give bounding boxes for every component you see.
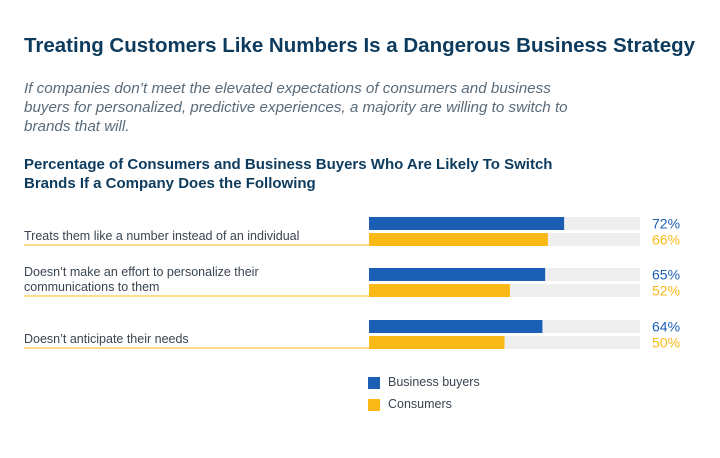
bar-consumers <box>369 336 505 349</box>
bar-consumers <box>369 233 548 246</box>
category-label: Doesn’t make an effort to personalize th… <box>24 265 259 294</box>
chart-title: Percentage of Consumers and Business Buy… <box>24 156 553 192</box>
data-label: 65% <box>652 267 680 283</box>
legend-label-consumers: Consumers <box>388 397 452 411</box>
data-label: 52% <box>652 283 680 299</box>
data-label: 72% <box>652 216 680 232</box>
data-label: 66% <box>652 232 680 248</box>
bar-business-buyers <box>369 268 546 281</box>
page-subtitle: If companies don’t meet the elevated exp… <box>24 80 568 135</box>
bar-business-buyers <box>369 217 565 230</box>
legend-swatch-consumers <box>368 399 380 411</box>
legend-label-business-buyers: Business buyers <box>388 375 480 389</box>
bar-business-buyers <box>369 320 543 333</box>
category-label: Doesn’t anticipate their needs <box>24 332 189 346</box>
bar-consumers <box>369 284 510 297</box>
data-label: 64% <box>652 319 680 335</box>
page-title: Treating Customers Like Numbers Is a Dan… <box>24 34 696 57</box>
data-label: 50% <box>652 335 680 351</box>
legend-swatch-business-buyers <box>368 377 380 389</box>
category-label: Treats them like a number instead of an … <box>24 229 299 243</box>
